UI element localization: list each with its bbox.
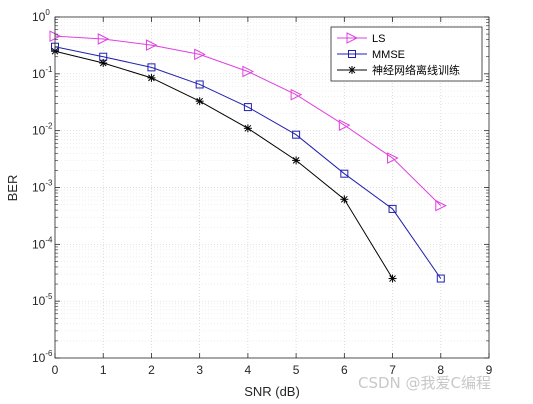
y-tick-exponent: 0: [45, 8, 50, 17]
series-2-point: [388, 204, 397, 213]
series-1-point: [290, 88, 303, 101]
y-tick-label: 10-6: [32, 349, 53, 365]
series-line-3: [54, 50, 393, 279]
legend-marker: [348, 66, 356, 74]
x-tick-label: 2: [148, 363, 155, 377]
series-3-point: [195, 97, 204, 106]
series-1-point: [338, 119, 351, 131]
series-2-point: [243, 103, 252, 112]
series-1-point: [387, 152, 399, 164]
series-line-2: [54, 46, 442, 279]
x-tick-label: 1: [100, 363, 107, 377]
asterisk-stroke: [99, 59, 107, 67]
legend-marker: [346, 32, 359, 44]
asterisk-stroke: [292, 157, 300, 164]
series-1-point: [194, 48, 206, 61]
x-tick-label: 7: [389, 363, 396, 377]
y-tick-label: 10-1: [32, 65, 53, 81]
series-2-point: [340, 169, 349, 178]
series-line-1: [54, 35, 442, 206]
series-3-point: [147, 73, 156, 82]
asterisk-stroke: [196, 97, 204, 105]
x-tick-label: 6: [341, 363, 348, 377]
series-1-point: [435, 199, 447, 212]
series-2-point: [292, 130, 301, 139]
series-3-point: [99, 59, 108, 68]
y-tick-exponent: -2: [45, 122, 53, 131]
y-tick-exponent: -4: [45, 235, 53, 244]
asterisk-stroke: [148, 74, 155, 82]
x-tick-label: 4: [245, 363, 252, 377]
series-2-point: [195, 80, 204, 89]
series-3-point: [388, 274, 397, 283]
y-tick-exponent: -6: [45, 349, 53, 358]
y-tick-exponent: -3: [45, 179, 53, 188]
asterisk-stroke: [348, 66, 356, 74]
legend: LS MMSE 神经网络离线训练: [330, 26, 483, 82]
x-axis-title: SNR (dB): [244, 384, 300, 399]
y-tick-label: 100: [32, 8, 50, 24]
y-tick-label: 10-3: [32, 179, 53, 195]
series-3-point: [243, 124, 252, 133]
asterisk-stroke: [244, 124, 252, 132]
y-tick-label: 10-5: [32, 292, 53, 308]
series-layer: [49, 30, 447, 283]
legend-label: LS: [372, 33, 385, 45]
x-tick-label: 9: [486, 363, 493, 377]
y-tick-exponent: -1: [45, 65, 53, 74]
legend-label: 神经网络离线训练: [372, 63, 460, 77]
x-tick-label: 0: [52, 363, 59, 377]
series-2-point: [436, 274, 445, 283]
series-3-point: [292, 156, 301, 165]
legend-marker: [348, 50, 356, 58]
y-tick-label: 10-4: [32, 235, 53, 251]
legend-label: MMSE: [372, 49, 405, 61]
x-tick-label: 8: [437, 363, 444, 377]
x-tick-label: 5: [293, 363, 300, 377]
asterisk-stroke: [340, 195, 348, 203]
watermark: CSDN @我爱C编程: [358, 374, 492, 392]
series-3-point: [340, 195, 349, 204]
y-axis-title: BER: [5, 175, 20, 202]
series-1-point: [97, 33, 110, 45]
y-tick-exponent: -5: [45, 292, 53, 301]
x-tick-label: 3: [196, 363, 203, 377]
series-1-point: [145, 39, 158, 51]
minor-grid: [55, 19, 489, 342]
asterisk-stroke: [389, 275, 396, 282]
series-2-point: [147, 63, 156, 72]
y-tick-label: 10-2: [32, 122, 53, 138]
series-1-point: [242, 65, 255, 78]
